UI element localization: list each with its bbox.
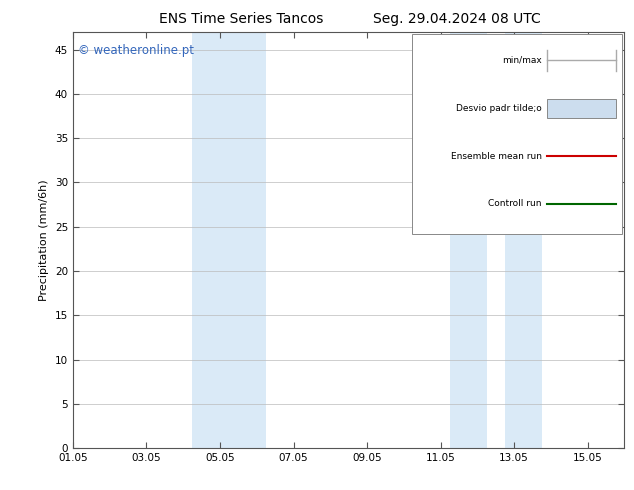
Text: min/max: min/max <box>502 56 541 65</box>
Bar <box>505 32 542 448</box>
Bar <box>450 32 487 448</box>
Bar <box>230 32 266 448</box>
Text: ENS Time Series Tancos: ENS Time Series Tancos <box>158 12 323 26</box>
Text: © weatheronline.pt: © weatheronline.pt <box>79 44 195 57</box>
FancyBboxPatch shape <box>547 99 616 118</box>
Bar <box>193 32 230 448</box>
Text: Desvio padr tilde;o: Desvio padr tilde;o <box>456 104 541 113</box>
Text: Ensemble mean run: Ensemble mean run <box>451 151 541 161</box>
FancyBboxPatch shape <box>412 34 622 234</box>
Y-axis label: Precipitation (mm/6h): Precipitation (mm/6h) <box>39 179 49 301</box>
Text: Seg. 29.04.2024 08 UTC: Seg. 29.04.2024 08 UTC <box>373 12 540 26</box>
Text: Controll run: Controll run <box>488 199 541 208</box>
